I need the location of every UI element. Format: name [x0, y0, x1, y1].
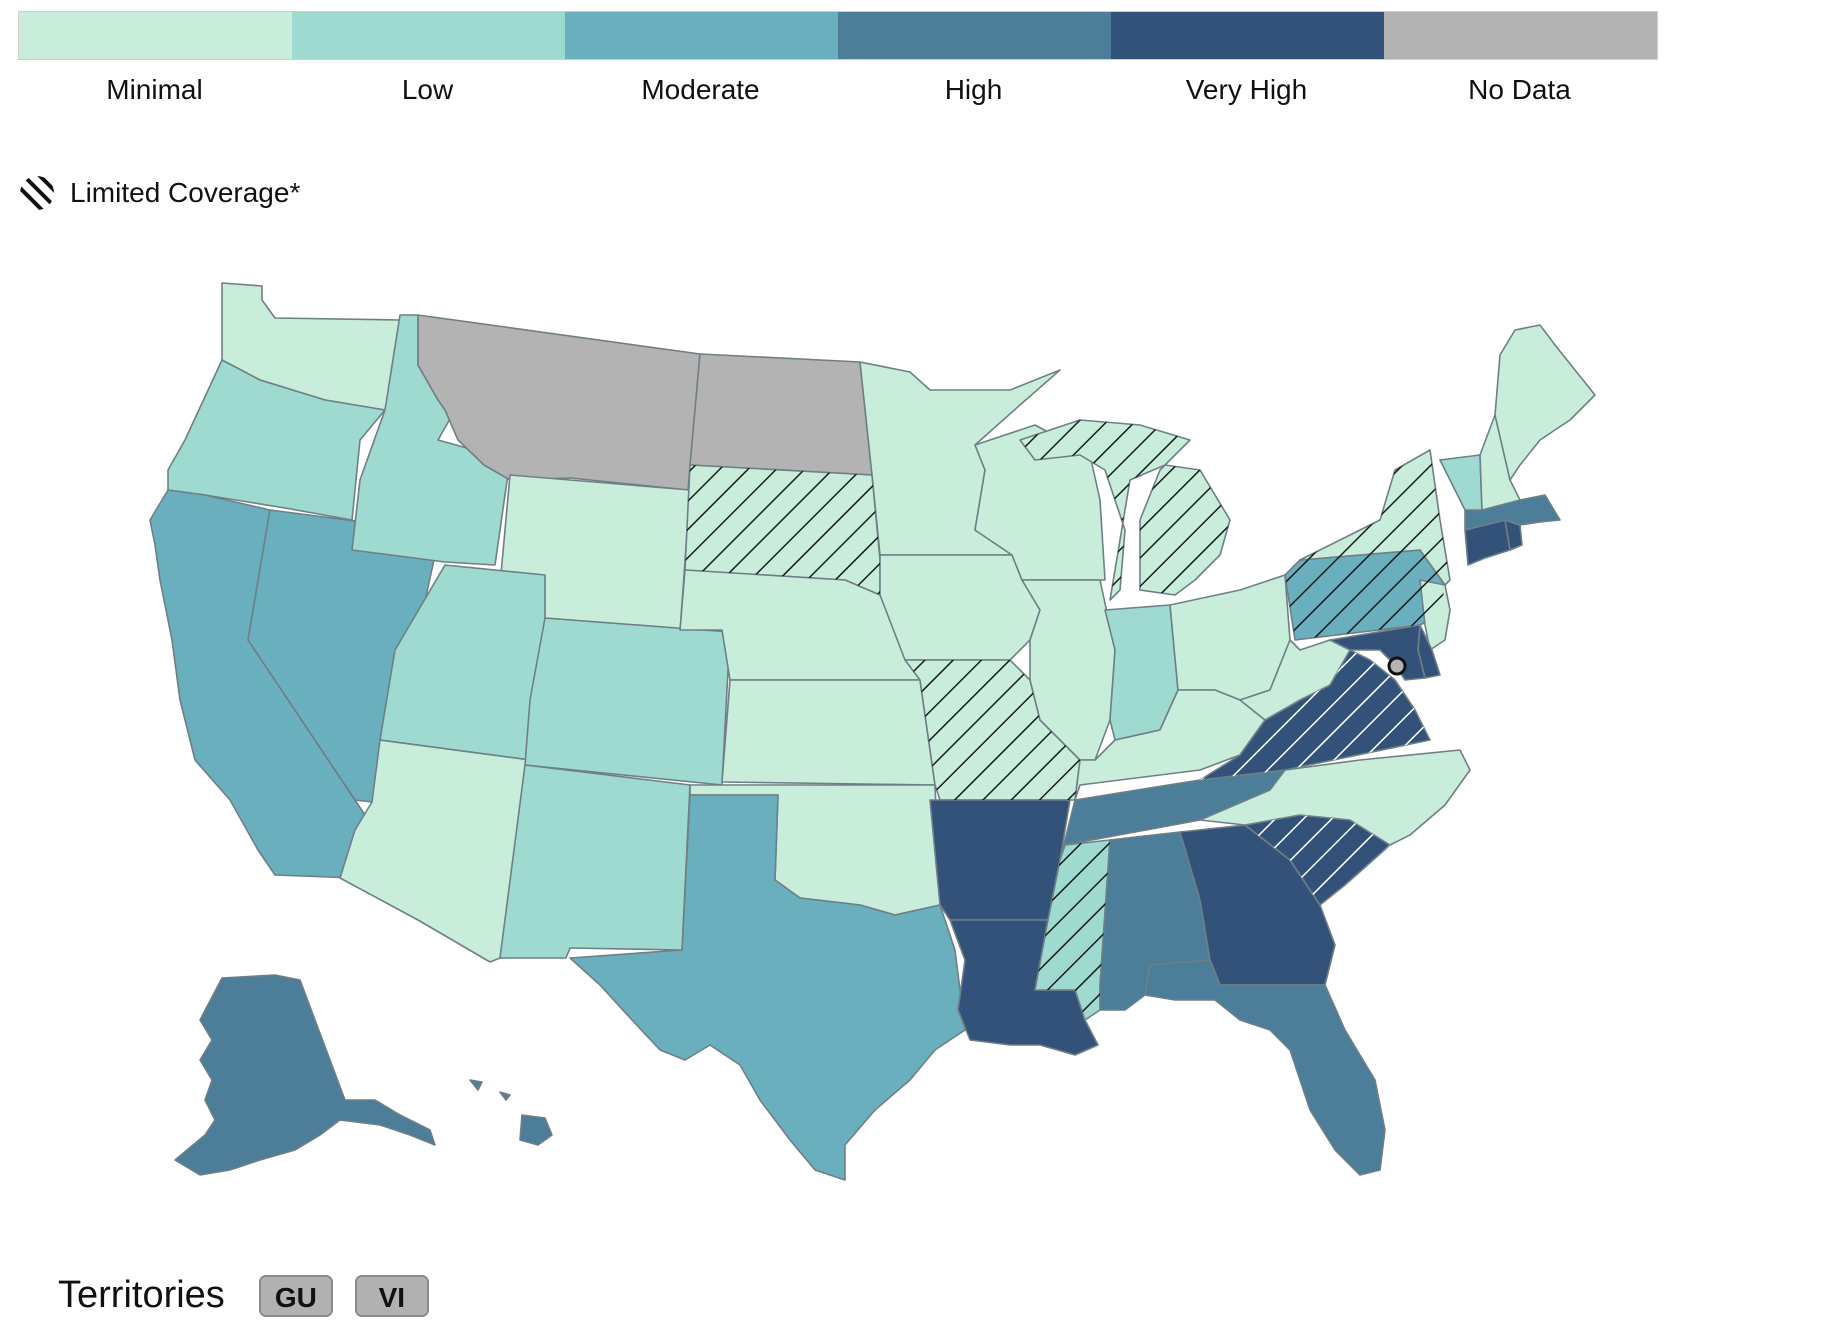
- legend-label-very-high: Very High: [1185, 74, 1308, 105]
- state-nh[interactable]: [1479, 414, 1521, 511]
- state-ks[interactable]: [721, 679, 936, 786]
- hatch-pattern-icon: [20, 176, 54, 210]
- territories-section: Territories GU VI: [58, 1274, 451, 1317]
- state-or[interactable]: [167, 359, 386, 521]
- state-tx[interactable]: [569, 794, 966, 1181]
- state-ma[interactable]: [1464, 494, 1561, 531]
- legend-swatch-very-high: [1111, 12, 1384, 59]
- legend-color-bar: [18, 11, 1658, 60]
- legend-swatch-moderate: [565, 12, 838, 59]
- state-me[interactable]: [1494, 324, 1596, 481]
- state-ar[interactable]: [929, 799, 1071, 921]
- states-group: [149, 282, 1596, 1181]
- legend-swatch-high: [838, 12, 1111, 59]
- legend-labels: Minimal Low Moderate High Very High No D…: [18, 74, 1656, 106]
- territory-button-gu[interactable]: GU: [258, 1274, 333, 1317]
- state-nm[interactable]: [499, 764, 691, 959]
- state-nd[interactable]: [689, 353, 873, 476]
- limited-coverage-key: Limited Coverage*: [18, 174, 300, 212]
- legend-label-minimal: Minimal: [106, 74, 203, 105]
- territory-button-vi[interactable]: VI: [354, 1274, 429, 1317]
- legend-label-moderate: Moderate: [641, 74, 760, 105]
- legend-swatch-no-data: [1384, 12, 1657, 59]
- state-fl[interactable]: [1144, 959, 1386, 1176]
- legend-swatch-minimal: [19, 12, 292, 59]
- state-hi[interactable]: [469, 1079, 553, 1146]
- limited-coverage-label: Limited Coverage*: [70, 177, 301, 208]
- legend-swatch-low: [292, 12, 565, 59]
- legend-label-no-data: No Data: [1468, 74, 1571, 105]
- state-ia[interactable]: [879, 554, 1041, 661]
- territories-label: Territories: [58, 1274, 225, 1316]
- legend-label-low: Low: [401, 74, 454, 105]
- legend-label-high: High: [944, 74, 1003, 105]
- dc-marker[interactable]: [1387, 656, 1407, 676]
- state-vt[interactable]: [1439, 454, 1483, 511]
- state-ak[interactable]: [174, 974, 436, 1176]
- state-co[interactable]: [524, 617, 731, 786]
- state-oh[interactable]: [1169, 574, 1291, 701]
